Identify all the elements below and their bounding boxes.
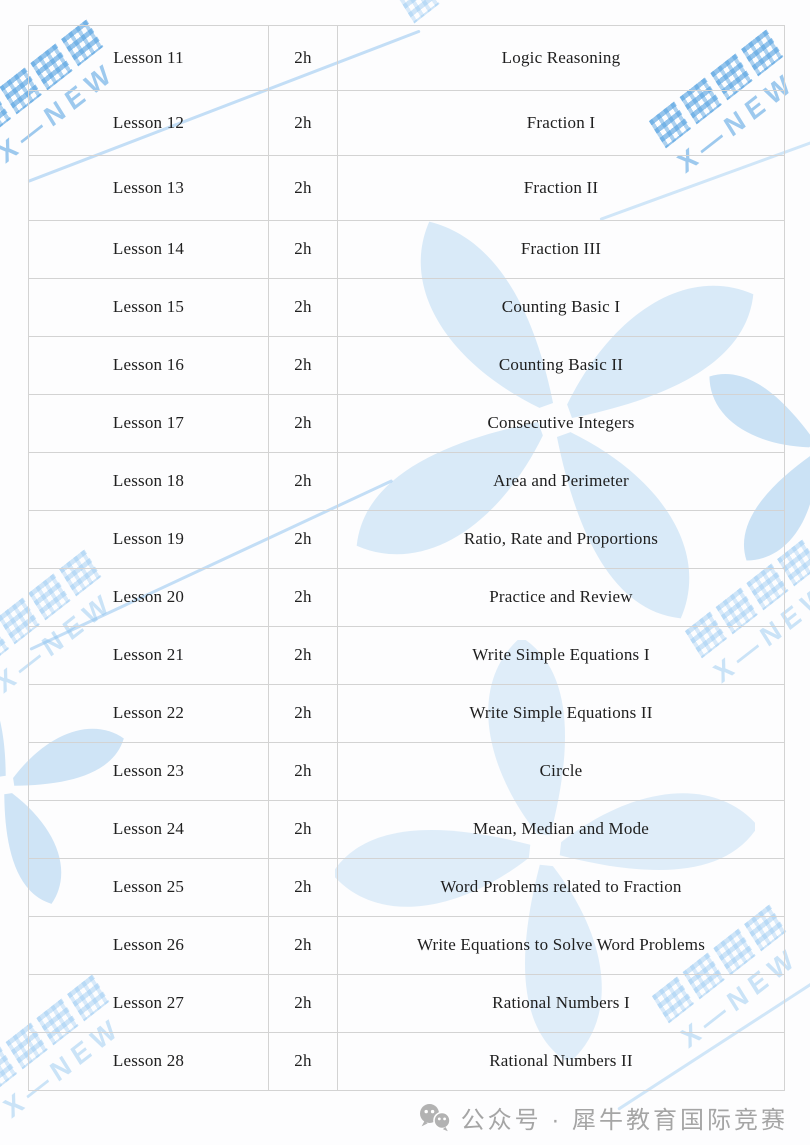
brand-glyph-block: [397, 0, 531, 24]
lesson-cell: Lesson 18: [29, 452, 269, 510]
topic-cell: Mean, Median and Mode: [472, 819, 650, 839]
lesson-cell: Lesson 11: [29, 26, 269, 90]
duration-cell: 2h: [269, 394, 338, 452]
table-row: Lesson 16 2h Counting Basic II: [29, 336, 784, 395]
topic-cell: Write Equations to Solve Word Problems: [416, 935, 706, 955]
duration-cell: 2h: [269, 1032, 338, 1090]
duration-cell: 2h: [269, 974, 338, 1032]
table-row: Lesson 22 2h Write Simple Equations II: [29, 684, 784, 743]
table-row: Lesson 17 2h Consecutive Integers: [29, 394, 784, 453]
lesson-cell: Lesson 26: [29, 916, 269, 974]
lesson-cell: Lesson 12: [29, 90, 269, 155]
lesson-cell: Lesson 17: [29, 394, 269, 452]
footer-account-bar: 公众号 · 犀牛教育国际竞赛: [418, 1099, 788, 1135]
topic-cell: Practice and Review: [489, 587, 633, 607]
topic-cell: Write Simple Equations I: [472, 645, 650, 665]
lesson-cell: Lesson 15: [29, 278, 269, 336]
lesson-cell: Lesson 21: [29, 626, 269, 684]
topic-cell: Rational Numbers II: [489, 1051, 633, 1071]
lesson-cell: Lesson 19: [29, 510, 269, 568]
duration-cell: 2h: [269, 452, 338, 510]
lesson-cell: Lesson 14: [29, 220, 269, 278]
lesson-cell: Lesson 20: [29, 568, 269, 626]
duration-cell: 2h: [269, 916, 338, 974]
lesson-cell: Lesson 28: [29, 1032, 269, 1090]
lesson-cell: Lesson 16: [29, 336, 269, 394]
table-row: Lesson 19 2h Ratio, Rate and Proportions: [29, 510, 784, 569]
topic-cell: Rational Numbers I: [492, 993, 630, 1013]
table-row: Lesson 23 2h Circle: [29, 742, 784, 801]
duration-cell: 2h: [269, 858, 338, 916]
table-row: Lesson 18 2h Area and Perimeter: [29, 452, 784, 511]
table-row: Lesson 12 2h Fraction I: [29, 90, 784, 156]
topic-cell: Logic Reasoning: [501, 47, 621, 67]
duration-cell: 2h: [269, 684, 338, 742]
duration-cell: 2h: [269, 800, 338, 858]
lesson-cell: Lesson 24: [29, 800, 269, 858]
duration-cell: 2h: [269, 220, 338, 278]
duration-cell: 2h: [269, 278, 338, 336]
topic-cell: Fraction III: [520, 239, 602, 259]
duration-cell: 2h: [269, 742, 338, 800]
duration-cell: 2h: [269, 626, 338, 684]
topic-cell: Area and Perimeter: [493, 471, 629, 491]
topic-cell: Fraction II: [523, 177, 599, 197]
topic-cell: Fraction I: [526, 112, 596, 132]
footer-account-label: 公众号 · 犀牛教育国际竞赛: [460, 1106, 788, 1134]
table-row: Lesson 21 2h Write Simple Equations I: [29, 626, 784, 685]
table-row: Lesson 11 2h Logic Reasoning: [29, 26, 784, 91]
table-row: Lesson 28 2h Rational Numbers II: [29, 1032, 784, 1090]
duration-cell: 2h: [269, 90, 338, 155]
topic-cell: Ratio, Rate and Proportions: [463, 529, 659, 549]
duration-cell: 2h: [269, 26, 338, 90]
table-row: Lesson 15 2h Counting Basic I: [29, 278, 784, 337]
topic-cell: Write Simple Equations II: [469, 703, 653, 723]
lesson-table: Lesson 11 2h Logic Reasoning Lesson 12 2…: [28, 25, 785, 1091]
topic-cell: Circle: [539, 761, 583, 781]
table-row: Lesson 26 2h Write Equations to Solve Wo…: [29, 916, 784, 975]
table-row: Lesson 13 2h Fraction II: [29, 155, 784, 221]
topic-cell: Counting Basic I: [501, 297, 621, 317]
wechat-icon: [419, 1103, 451, 1131]
table-row: Lesson 24 2h Mean, Median and Mode: [29, 800, 784, 859]
duration-cell: 2h: [269, 155, 338, 220]
topic-cell: Word Problems related to Fraction: [440, 877, 682, 897]
table-row: Lesson 25 2h Word Problems related to Fr…: [29, 858, 784, 917]
lesson-cell: Lesson 22: [29, 684, 269, 742]
lesson-cell: Lesson 27: [29, 974, 269, 1032]
topic-cell: Consecutive Integers: [487, 413, 635, 433]
lesson-cell: Lesson 23: [29, 742, 269, 800]
duration-cell: 2h: [269, 510, 338, 568]
table-row: Lesson 27 2h Rational Numbers I: [29, 974, 784, 1033]
duration-cell: 2h: [269, 568, 338, 626]
table-row: Lesson 14 2h Fraction III: [29, 220, 784, 279]
duration-cell: 2h: [269, 336, 338, 394]
table-row: Lesson 20 2h Practice and Review: [29, 568, 784, 627]
watermark-tile: [397, 0, 531, 24]
lesson-cell: Lesson 25: [29, 858, 269, 916]
topic-cell: Counting Basic II: [498, 355, 624, 375]
lesson-cell: Lesson 13: [29, 155, 269, 220]
